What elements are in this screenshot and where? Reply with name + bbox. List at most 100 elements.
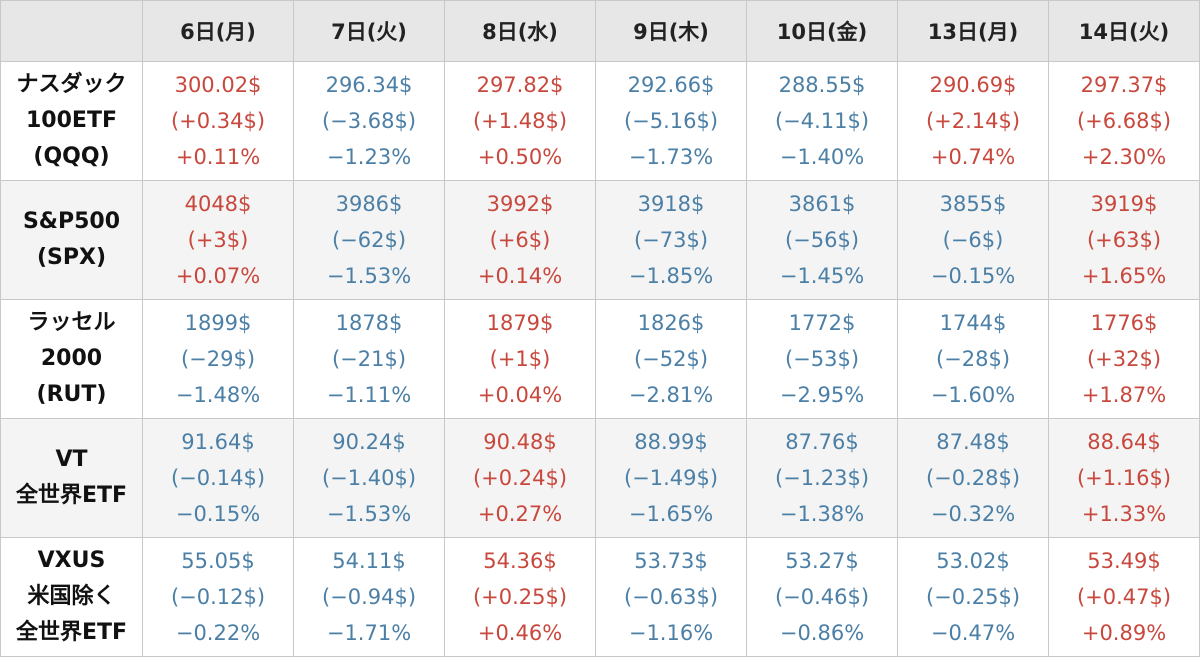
quote-price: 297.82$	[476, 73, 564, 97]
quote-change: (−56$)	[784, 228, 860, 252]
quote-price: 54.36$	[483, 549, 557, 573]
quote-price: 290.69$	[929, 73, 1017, 97]
quote-pct: +2.30%	[1081, 145, 1167, 169]
table-row: VXUS 米国除く 全世界ETF 55.05$ (−0.12$) −0.22% 54.11$…	[0, 537, 1200, 657]
quote-cell: 54.11$ (−0.94$) −1.71%	[293, 537, 445, 657]
quote-pct: −1.48%	[175, 383, 261, 407]
quote-price: 1879$	[486, 311, 554, 335]
corner-cell	[0, 0, 143, 62]
quote-price: 1744$	[939, 311, 1007, 335]
quote-change: (−28$)	[935, 347, 1011, 371]
quote-price: 90.48$	[483, 430, 557, 454]
quote-change: (−0.94$)	[321, 585, 417, 609]
quote-price: 3855$	[939, 192, 1007, 216]
quote-price: 296.34$	[325, 73, 413, 97]
quote-price: 4048$	[184, 192, 252, 216]
quote-change: (−6$)	[942, 228, 1004, 252]
quote-change: (+1.48$)	[472, 109, 568, 133]
quote-price: 3919$	[1090, 192, 1158, 216]
quote-pct: −1.85%	[628, 264, 714, 288]
row-label-line: 2000	[40, 346, 103, 371]
quote-price: 297.37$	[1080, 73, 1168, 97]
row-label-line: 全世界ETF	[15, 620, 128, 645]
quote-pct: +1.87%	[1081, 383, 1167, 407]
quote-change: (+63$)	[1086, 228, 1162, 252]
quote-cell: 288.55$ (−4.11$) −1.40%	[746, 61, 898, 181]
quote-change: (+0.47$)	[1076, 585, 1172, 609]
quote-change: (−0.25$)	[925, 585, 1021, 609]
quote-pct: +0.46%	[477, 621, 563, 645]
day-header: 8日(水)	[444, 0, 596, 62]
quote-change: (−29$)	[180, 347, 256, 371]
quote-cell: 290.69$ (+2.14$) +0.74%	[897, 61, 1049, 181]
quote-pct: −0.47%	[930, 621, 1016, 645]
quote-pct: −1.11%	[326, 383, 412, 407]
quote-cell: 297.37$ (+6.68$) +2.30%	[1048, 61, 1200, 181]
quote-cell: 3986$ (−62$) −1.53%	[293, 180, 445, 300]
quote-cell: 91.64$ (−0.14$) −0.15%	[142, 418, 294, 538]
quote-change: (+1$)	[489, 347, 551, 371]
quote-pct: −1.60%	[930, 383, 1016, 407]
quote-pct: −1.40%	[779, 145, 865, 169]
quote-pct: −1.38%	[779, 502, 865, 526]
quote-pct: +0.07%	[175, 264, 261, 288]
quote-price: 1826$	[637, 311, 705, 335]
quote-cell: 53.49$ (+0.47$) +0.89%	[1048, 537, 1200, 657]
quote-change: (−3.68$)	[321, 109, 417, 133]
day-header: 9日(木)	[595, 0, 747, 62]
table-row: VT 全世界ETF 91.64$ (−0.14$) −0.15% 90.24$ (−1.40…	[0, 418, 1200, 538]
row-label-line: VT	[55, 447, 88, 472]
quote-change: (−5.16$)	[623, 109, 719, 133]
quote-price: 88.64$	[1087, 430, 1161, 454]
row-label: ナスダック 100ETF (QQQ)	[0, 61, 143, 181]
quote-pct: +0.27%	[477, 502, 563, 526]
quote-change: (−0.28$)	[925, 466, 1021, 490]
quote-pct: +1.65%	[1081, 264, 1167, 288]
header-row: 6日(月) 7日(火) 8日(水) 9日(木) 10日(金) 13日(月) 14…	[0, 0, 1200, 62]
quote-pct: +0.04%	[477, 383, 563, 407]
quote-cell: 297.82$ (+1.48$) +0.50%	[444, 61, 596, 181]
quote-price: 288.55$	[778, 73, 866, 97]
quote-pct: −0.15%	[930, 264, 1016, 288]
quote-price: 53.02$	[936, 549, 1010, 573]
quote-cell: 1879$ (+1$) +0.04%	[444, 299, 596, 419]
quote-pct: −1.53%	[326, 264, 412, 288]
quote-change: (−0.46$)	[774, 585, 870, 609]
row-label-line: (QQQ)	[33, 144, 110, 169]
quote-cell: 292.66$ (−5.16$) −1.73%	[595, 61, 747, 181]
quote-pct: −1.71%	[326, 621, 412, 645]
quote-change: (−1.49$)	[623, 466, 719, 490]
quote-cell: 1878$ (−21$) −1.11%	[293, 299, 445, 419]
quote-pct: +0.50%	[477, 145, 563, 169]
quote-pct: −1.45%	[779, 264, 865, 288]
quote-change: (+32$)	[1086, 347, 1162, 371]
quote-cell: 1772$ (−53$) −2.95%	[746, 299, 898, 419]
row-label-line: 米国除く	[27, 584, 116, 609]
quote-pct: −1.73%	[628, 145, 714, 169]
quote-change: (−62$)	[331, 228, 407, 252]
quote-cell: 296.34$ (−3.68$) −1.23%	[293, 61, 445, 181]
quote-pct: +1.33%	[1081, 502, 1167, 526]
row-label-line: 全世界ETF	[15, 483, 128, 508]
day-header: 7日(火)	[293, 0, 445, 62]
quote-price: 300.02$	[174, 73, 262, 97]
table-row: S&P500 (SPX) 4048$ (+3$) +0.07% 3986$ (−62$) −1…	[0, 180, 1200, 300]
quote-price: 53.73$	[634, 549, 708, 573]
row-label-line: VXUS	[37, 548, 106, 573]
quote-change: (+0.24$)	[472, 466, 568, 490]
quote-cell: 3861$ (−56$) −1.45%	[746, 180, 898, 300]
quote-change: (−1.23$)	[774, 466, 870, 490]
quote-cell: 55.05$ (−0.12$) −0.22%	[142, 537, 294, 657]
quote-cell: 54.36$ (+0.25$) +0.46%	[444, 537, 596, 657]
quote-price: 3861$	[788, 192, 856, 216]
quote-change: (−1.40$)	[321, 466, 417, 490]
quote-cell: 88.99$ (−1.49$) −1.65%	[595, 418, 747, 538]
row-label: VT 全世界ETF	[0, 418, 143, 538]
quote-change: (+6$)	[489, 228, 551, 252]
quote-cell: 87.76$ (−1.23$) −1.38%	[746, 418, 898, 538]
quote-cell: 1826$ (−52$) −2.81%	[595, 299, 747, 419]
quote-cell: 87.48$ (−0.28$) −0.32%	[897, 418, 1049, 538]
row-label: VXUS 米国除く全世界ETF	[0, 537, 143, 657]
quote-change: (−0.12$)	[170, 585, 266, 609]
